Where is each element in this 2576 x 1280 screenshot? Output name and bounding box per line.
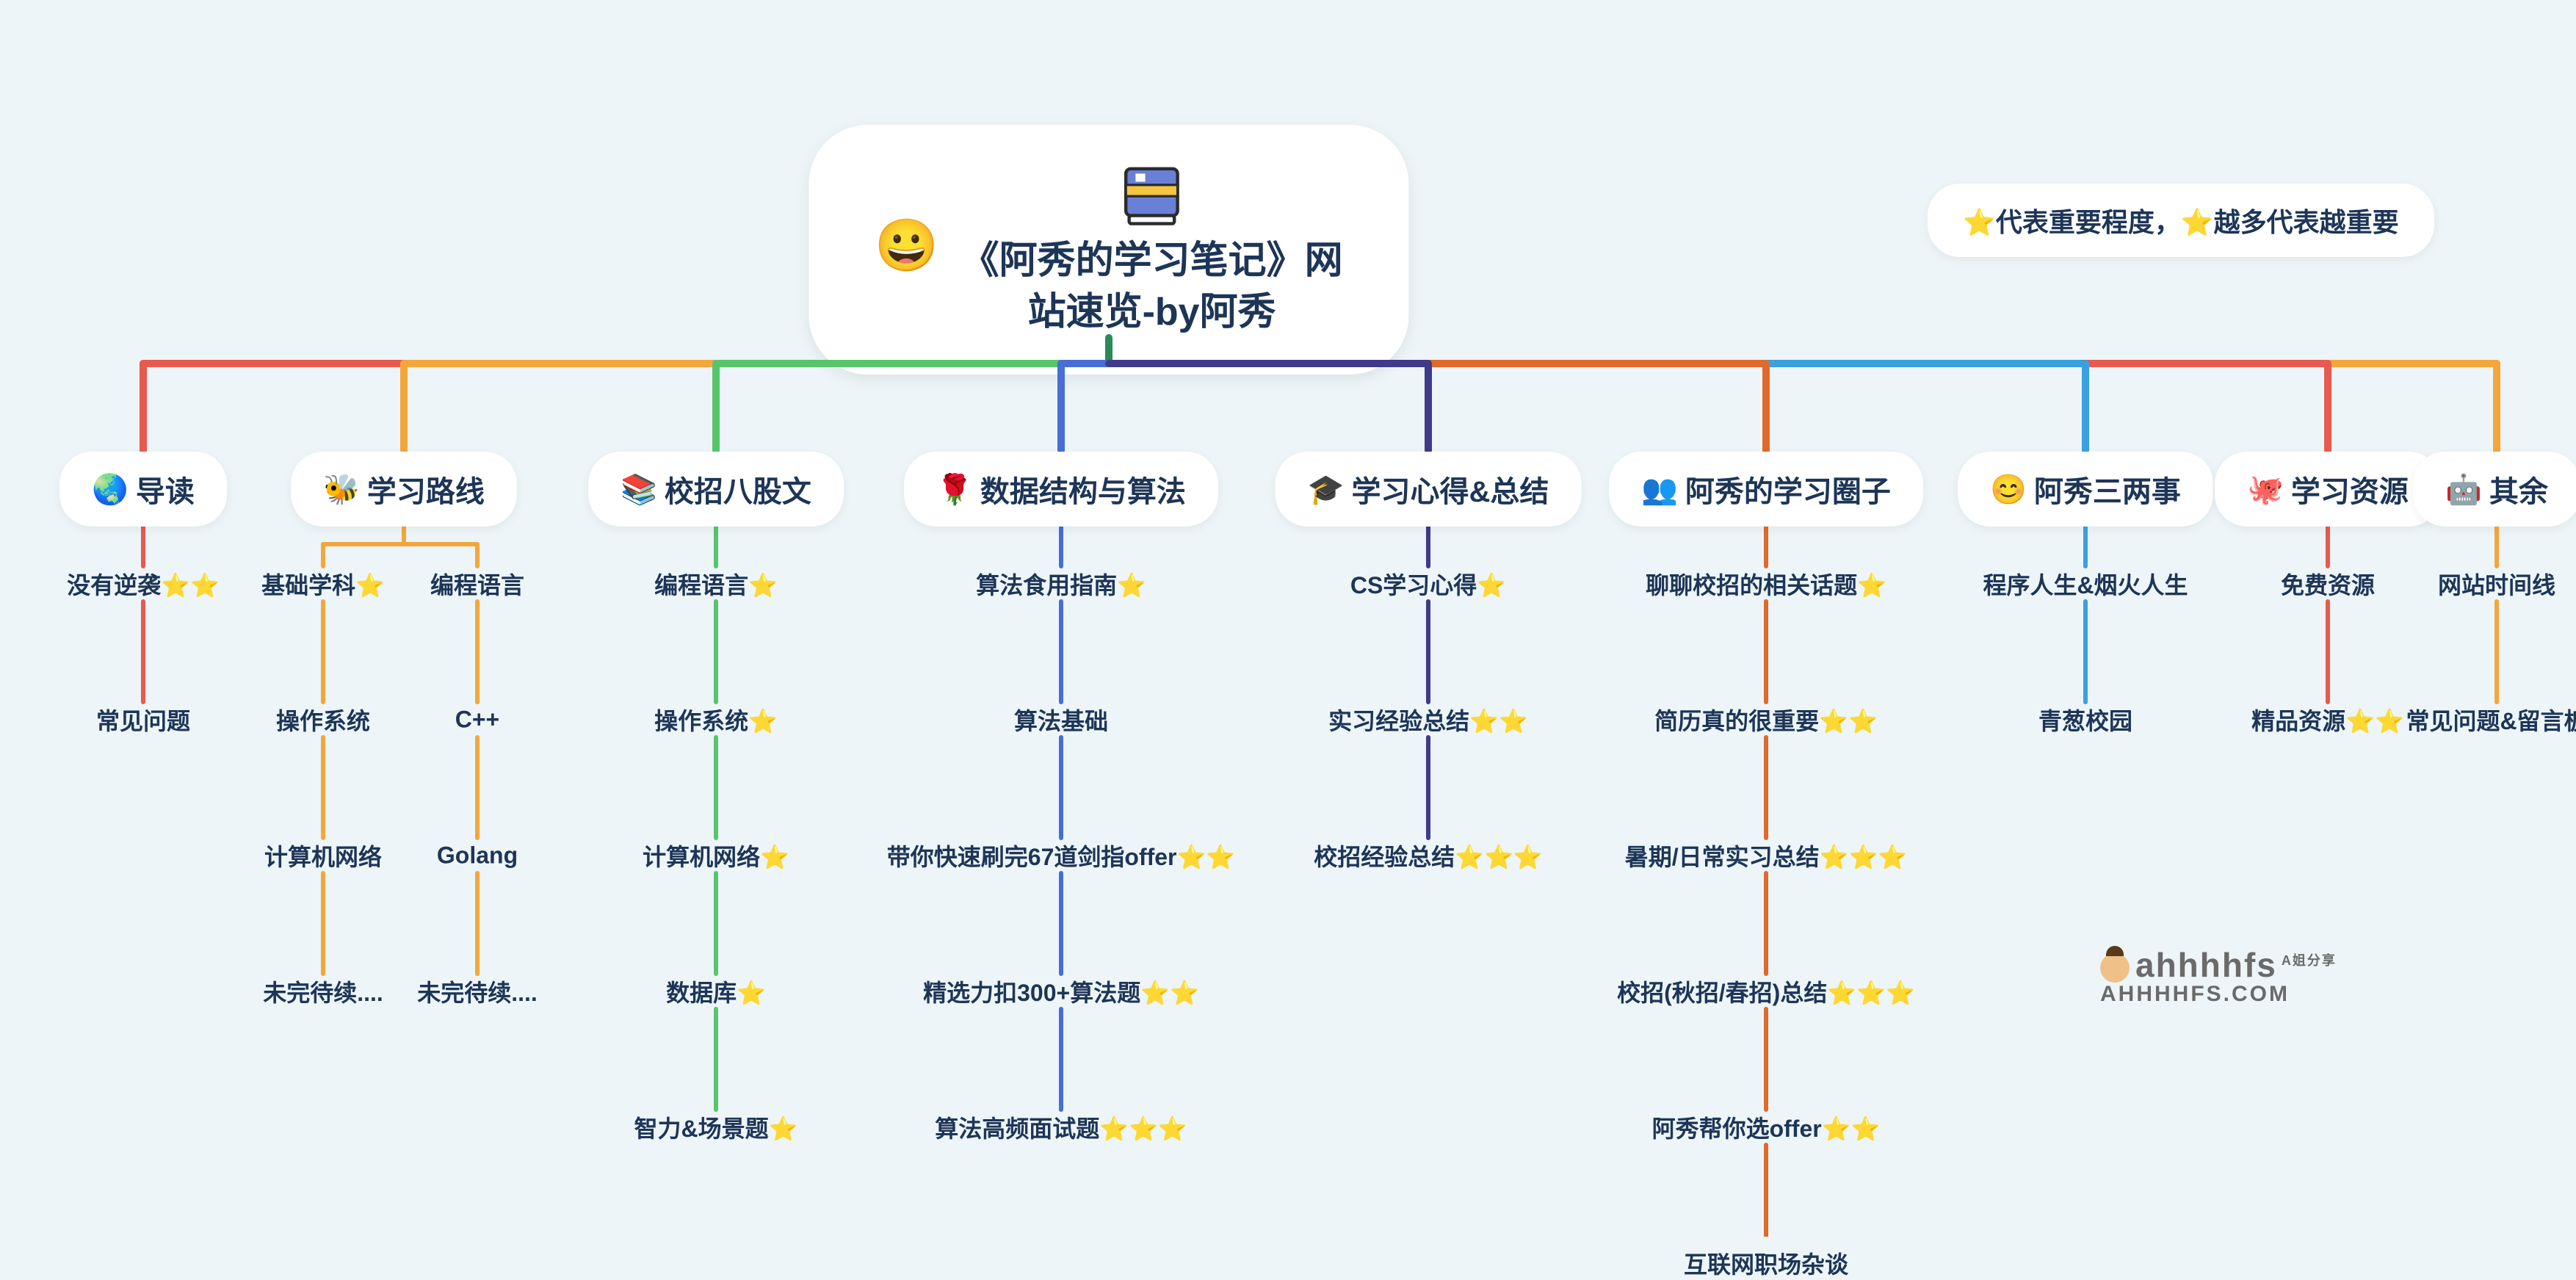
leaf-node[interactable]: 校招经验总结⭐⭐⭐: [1314, 839, 1543, 872]
leaf-node[interactable]: 精品资源⭐⭐: [2251, 703, 2404, 737]
leaf-node[interactable]: 常见问题&留言板: [2406, 703, 2576, 737]
branch-roadmap[interactable]: 🐝学习路线: [291, 452, 517, 527]
leaf-node[interactable]: 简历真的很重要⭐⭐: [1654, 703, 1878, 737]
leaf-node[interactable]: 操作系统⭐: [654, 703, 778, 737]
watermark: ahhhhfs A姐分享 AHHHHFS.COM: [2100, 947, 2337, 1006]
leaf-node[interactable]: 未完待续....: [263, 975, 383, 1008]
leaf-node[interactable]: C++: [455, 706, 499, 734]
root-title-line2: 站速览-by阿秀: [1028, 291, 1276, 333]
leaf-node[interactable]: 聊聊校招的相关话题⭐: [1646, 567, 1886, 601]
other-icon: 🤖: [2445, 472, 2482, 507]
leaf-node[interactable]: 阿秀帮你选offer⭐⭐: [1652, 1110, 1881, 1144]
circle-icon: 👥: [1641, 472, 1678, 507]
root-title-line1: 《阿秀的学习笔记》网: [961, 239, 1343, 282]
leaf-node[interactable]: 互联网职场杂谈: [1684, 1246, 1848, 1280]
branch-algo[interactable]: 🌹数据结构与算法: [904, 452, 1218, 527]
res-icon: 🐙: [2247, 472, 2284, 507]
trivia-icon: 😊: [1990, 472, 2027, 507]
watermark-tag: A姐分享: [2282, 953, 2337, 968]
branch-label: 阿秀的学习圈子: [1685, 468, 1891, 510]
branch-label: 阿秀三两事: [2034, 468, 2181, 510]
legend-text: ⭐代表重要程度，⭐越多代表越重要: [1963, 207, 2399, 237]
leaf-node[interactable]: 编程语言: [430, 567, 524, 601]
branch-circle[interactable]: 👥阿秀的学习圈子: [1609, 452, 1923, 527]
branch-other[interactable]: 🤖其余: [2413, 452, 2576, 527]
baguwen-icon: 📚: [621, 472, 657, 507]
leaf-node[interactable]: 校招(秋招/春招)总结⭐⭐⭐: [1617, 975, 1915, 1008]
branch-label: 导读: [136, 468, 195, 510]
algo-icon: 🌹: [936, 472, 973, 507]
smile-icon: 😀: [875, 216, 938, 276]
branch-res[interactable]: 🐙学习资源: [2215, 452, 2441, 527]
branch-trivia[interactable]: 😊阿秀三两事: [1958, 452, 2213, 527]
leaf-node[interactable]: 实习经验总结⭐⭐: [1328, 703, 1528, 737]
branch-label: 其余: [2489, 468, 2548, 510]
watermark-line1: ahhhhfs: [2135, 946, 2277, 984]
leaf-node[interactable]: 算法食用指南⭐: [976, 567, 1146, 601]
leaf-node[interactable]: 带你快速刷完67道剑指offer⭐⭐: [887, 839, 1235, 872]
leaf-node[interactable]: 未完待续....: [417, 975, 538, 1008]
summary-icon: 🎓: [1308, 472, 1345, 507]
root-node: 😀 《阿秀的学习笔记》网 站速览-by阿秀: [808, 125, 1408, 375]
leaf-node[interactable]: 计算机网络: [264, 839, 382, 872]
leaf-node[interactable]: 没有逆袭⭐⭐: [67, 567, 220, 601]
leaf-node[interactable]: 精选力扣300+算法题⭐⭐: [923, 975, 1199, 1008]
branch-label: 学习路线: [367, 468, 485, 510]
branch-guide[interactable]: 🌏导读: [59, 452, 227, 527]
book-icon: [1112, 154, 1193, 235]
leaf-node[interactable]: 基础学科⭐: [261, 567, 385, 601]
legend-node: ⭐代表重要程度，⭐越多代表越重要: [1928, 184, 2434, 257]
branch-label: 学习资源: [2291, 468, 2409, 510]
branch-baguwen[interactable]: 📚校招八股文: [588, 452, 844, 527]
leaf-node[interactable]: 青葱校园: [2038, 703, 2132, 737]
leaf-node[interactable]: 计算机网络⭐: [643, 839, 789, 872]
leaf-node[interactable]: 数据库⭐: [666, 975, 766, 1008]
leaf-node[interactable]: 智力&场景题⭐: [634, 1110, 798, 1144]
branch-label: 校招八股文: [665, 468, 811, 510]
avatar-icon: [2100, 953, 2130, 983]
leaf-node[interactable]: 算法基础: [1014, 703, 1108, 737]
root-title: 《阿秀的学习笔记》网 站速览-by阿秀: [961, 235, 1343, 338]
leaf-node[interactable]: 免费资源: [2281, 567, 2375, 601]
branch-label: 数据结构与算法: [980, 468, 1186, 510]
leaf-node[interactable]: 编程语言⭐: [654, 567, 778, 601]
leaf-node[interactable]: 操作系统: [276, 703, 370, 737]
watermark-line2: AHHHHFS.COM: [2100, 983, 2337, 1006]
leaf-node[interactable]: Golang: [437, 842, 518, 869]
branch-summary[interactable]: 🎓学习心得&总结: [1276, 452, 1582, 527]
roadmap-icon: 🐝: [323, 472, 360, 507]
branch-label: 学习心得&总结: [1351, 468, 1549, 510]
leaf-node[interactable]: 算法高频面试题⭐⭐⭐: [935, 1110, 1187, 1144]
guide-icon: 🌏: [92, 472, 129, 507]
leaf-node[interactable]: CS学习心得⭐: [1350, 567, 1506, 601]
leaf-node[interactable]: 常见问题: [96, 703, 190, 737]
leaf-node[interactable]: 程序人生&烟火人生: [1983, 567, 2188, 601]
leaf-node[interactable]: 网站时间线: [2438, 567, 2555, 601]
leaf-node[interactable]: 暑期/日常实习总结⭐⭐⭐: [1625, 839, 1907, 872]
